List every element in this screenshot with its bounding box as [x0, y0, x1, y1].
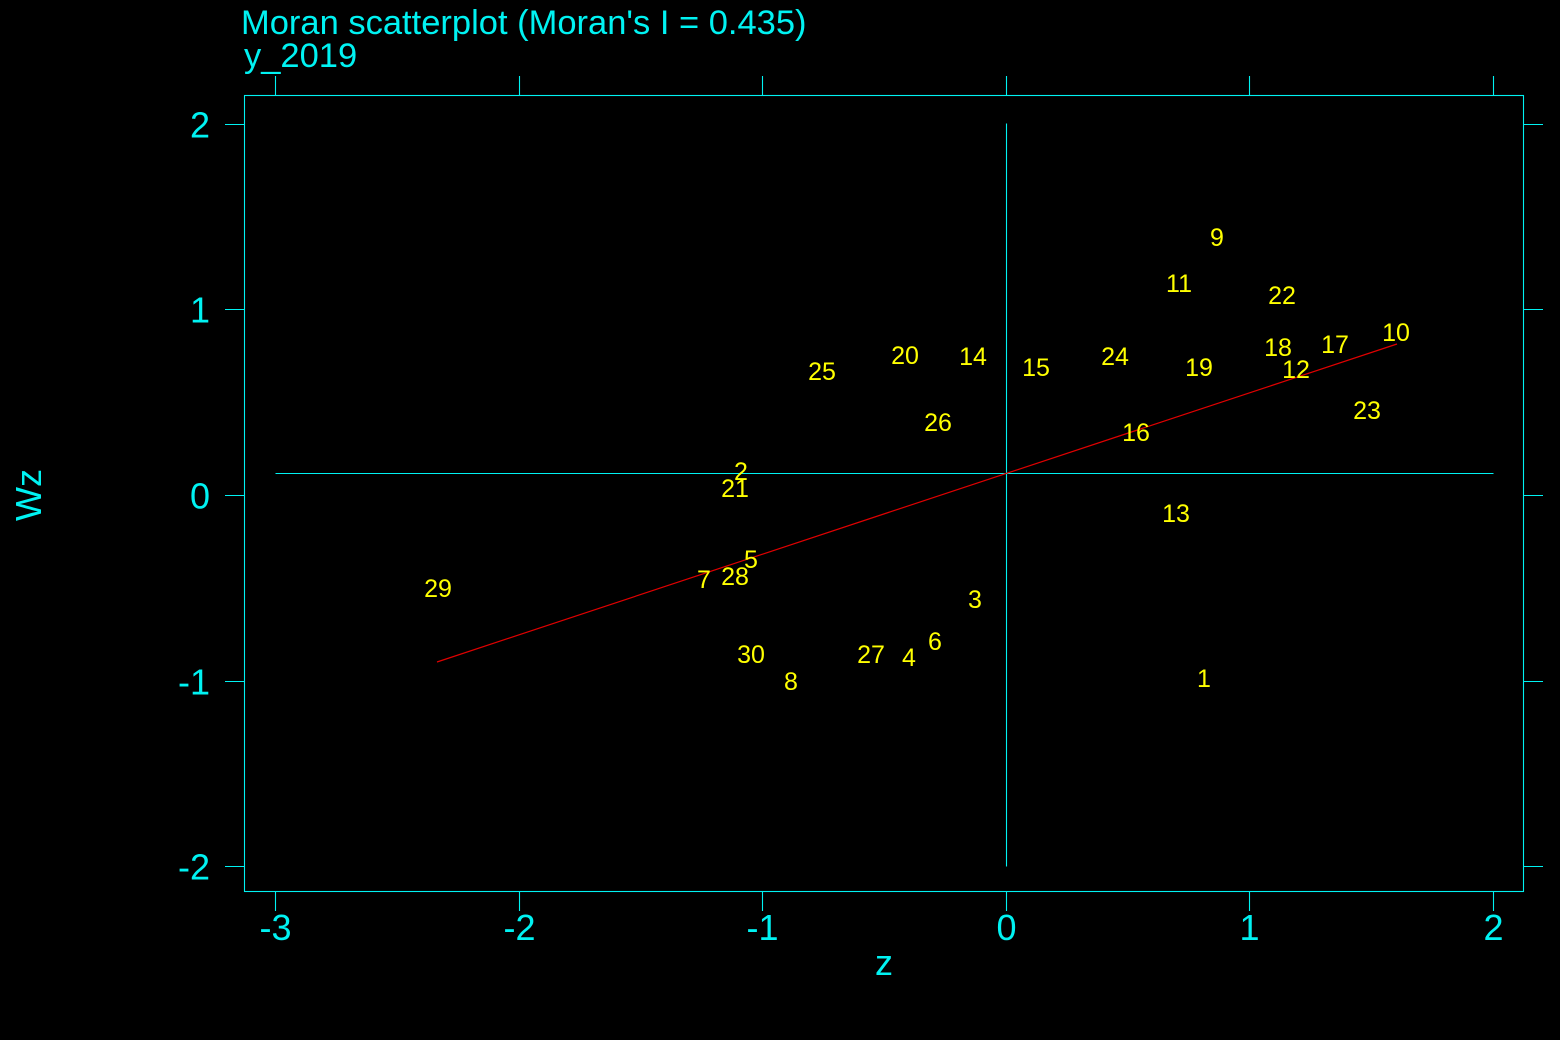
svg-text:0: 0: [190, 476, 210, 517]
svg-text:20: 20: [891, 342, 919, 370]
svg-text:18: 18: [1264, 334, 1292, 362]
svg-text:0: 0: [996, 907, 1016, 948]
svg-text:11: 11: [1166, 270, 1192, 298]
svg-text:12: 12: [1282, 356, 1310, 384]
svg-text:4: 4: [902, 644, 916, 672]
svg-text:29: 29: [424, 575, 452, 603]
svg-text:2: 2: [190, 105, 210, 146]
svg-text:1: 1: [190, 290, 210, 331]
svg-text:9: 9: [1210, 224, 1224, 252]
svg-text:Wz: Wz: [8, 469, 49, 521]
svg-text:1: 1: [1239, 907, 1259, 948]
svg-text:30: 30: [737, 641, 765, 669]
svg-text:-1: -1: [178, 662, 210, 703]
svg-text:13: 13: [1162, 500, 1190, 528]
svg-text:6: 6: [928, 628, 942, 656]
svg-text:-2: -2: [178, 847, 210, 888]
svg-text:15: 15: [1022, 354, 1050, 382]
svg-text:27: 27: [857, 641, 885, 669]
svg-text:14: 14: [959, 343, 987, 371]
svg-text:-1: -1: [746, 907, 778, 948]
svg-text:Moran scatterplot (Moran's I =: Moran scatterplot (Moran's I = 0.435): [241, 4, 807, 42]
svg-text:22: 22: [1268, 282, 1296, 310]
svg-text:24: 24: [1101, 343, 1129, 371]
svg-text:25: 25: [808, 358, 836, 386]
svg-text:8: 8: [784, 668, 798, 696]
svg-text:7: 7: [697, 566, 711, 594]
svg-text:28: 28: [721, 563, 749, 591]
svg-text:1: 1: [1197, 665, 1211, 693]
svg-text:26: 26: [924, 409, 952, 437]
svg-text:5: 5: [744, 546, 758, 574]
svg-text:z: z: [875, 942, 893, 983]
svg-text:y_2019: y_2019: [244, 37, 357, 75]
svg-text:-2: -2: [503, 907, 535, 948]
svg-text:3: 3: [968, 586, 982, 614]
svg-text:10: 10: [1382, 319, 1410, 347]
svg-text:23: 23: [1353, 397, 1381, 425]
svg-text:19: 19: [1185, 354, 1213, 382]
svg-text:16: 16: [1122, 419, 1150, 447]
svg-text:21: 21: [721, 475, 749, 503]
svg-text:2: 2: [734, 458, 748, 486]
svg-text:-3: -3: [259, 907, 291, 948]
svg-text:2: 2: [1483, 907, 1503, 948]
svg-text:17: 17: [1321, 331, 1349, 359]
